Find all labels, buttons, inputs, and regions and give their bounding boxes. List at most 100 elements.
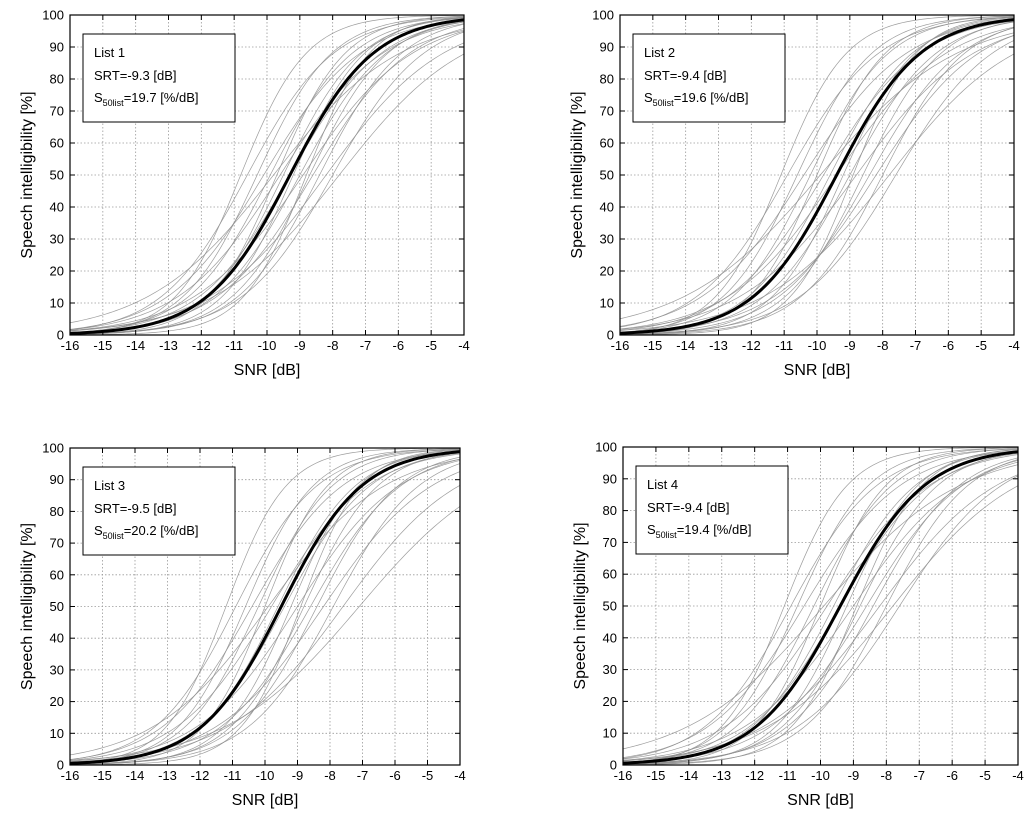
y-tick-label: 80 [600, 72, 614, 87]
y-tick-label: 20 [603, 694, 617, 709]
x-tick-label: -11 [775, 338, 793, 353]
y-tick-label: 0 [607, 328, 614, 343]
y-tick-label: 20 [600, 264, 614, 279]
chart-panel-list-3: -16 -15 -14 -13 -12 -11 -10 -9 -8 -7 -6 -5 -4 0 10 20 30… [0, 430, 520, 821]
mean-curve [69, 450, 461, 765]
x-tick-label: -14 [126, 768, 145, 783]
x-tick-label: -8 [324, 768, 336, 783]
x-tick-label: -15 [93, 338, 112, 353]
x-tick-label: -6 [943, 338, 955, 353]
x-tick-label: -13 [712, 768, 731, 783]
y-tick-label: 50 [600, 168, 614, 183]
individual-curve [622, 448, 1019, 759]
legend-srt: SRT=-9.4 [dB] [644, 68, 727, 83]
x-tick-label: -16 [614, 768, 633, 783]
x-tick-label: -10 [811, 768, 830, 783]
y-tick-label: 20 [50, 694, 64, 709]
individual-curve [69, 21, 465, 333]
legend-slope: S50list=19.4 [%/dB] [647, 522, 752, 540]
y-tick-label: 10 [50, 726, 64, 741]
legend-box [82, 466, 236, 556]
x-tick-label: -16 [61, 768, 80, 783]
x-tick-label: -9 [292, 768, 304, 783]
x-tick-label: -4 [458, 338, 470, 353]
chart-panel-list-4: -16 -15 -14 -13 -12 -11 -10 -9 -8 -7 -6 -5 -4 0 10 20 30… [560, 430, 1030, 821]
x-tick-label: -6 [946, 768, 958, 783]
y-axis-title: Speech intelligibility [%] [19, 523, 36, 690]
x-tick-label: -4 [454, 768, 466, 783]
y-tick-label: 30 [600, 232, 614, 247]
y-tick-label: 80 [50, 72, 64, 87]
x-tick-label: -13 [159, 338, 178, 353]
x-axis-title: SNR [dB] [234, 362, 301, 379]
x-tick-label: -12 [745, 768, 764, 783]
x-tick-label: -16 [61, 338, 80, 353]
x-tick-label: -5 [422, 768, 434, 783]
x-tick-label: -8 [881, 768, 893, 783]
individual-curve [69, 16, 465, 331]
mean-curve [619, 18, 1015, 335]
y-tick-label: 30 [603, 662, 617, 677]
x-tick-label: -10 [256, 768, 275, 783]
individual-curve [69, 23, 465, 331]
legend-srt: SRT=-9.5 [dB] [94, 501, 177, 516]
individual-curve [69, 506, 461, 761]
legend-title: List 4 [647, 477, 678, 492]
individual-curve [622, 475, 1019, 764]
individual-curve [69, 458, 461, 764]
legend: List 3 SRT=-9.5 [dB] S50list=20.2 [%/dB] [82, 466, 236, 556]
y-tick-label: 70 [600, 104, 614, 119]
individual-curve [69, 17, 465, 333]
x-tick-label: -8 [327, 338, 339, 353]
x-tick-label: -12 [192, 338, 211, 353]
y-tick-label: 80 [50, 504, 64, 519]
individual-curve [619, 19, 1015, 327]
y-tick-label: 70 [50, 536, 64, 551]
y-tick-label: 100 [42, 441, 64, 456]
y-tick-label: 40 [603, 630, 617, 645]
chart-svg: -16 -15 -14 -13 -12 -11 -10 -9 -8 -7 -6 -5 -4 0 10 20 30… [19, 441, 466, 810]
y-tick-label: 30 [50, 232, 64, 247]
y-axis-title: Speech intelligibility [%] [572, 522, 589, 689]
x-tick-label: -16 [611, 338, 630, 353]
x-tick-label: -6 [393, 338, 405, 353]
y-tick-label: 70 [603, 535, 617, 550]
x-tick-label: -4 [1012, 768, 1024, 783]
legend: List 4 SRT=-9.4 [dB] S50list=19.4 [%/dB] [635, 465, 789, 555]
individual-curve [69, 29, 465, 324]
y-tick-label: 50 [50, 599, 64, 614]
legend-srt: SRT=-9.3 [dB] [94, 68, 177, 83]
y-tick-label: 90 [50, 40, 64, 55]
x-tick-label: -14 [126, 338, 145, 353]
individual-curve [619, 16, 1015, 333]
legend-srt: SRT=-9.4 [dB] [647, 500, 730, 515]
y-tick-label: 100 [592, 8, 614, 23]
y-tick-label: 100 [42, 8, 64, 23]
y-tick-label: 20 [50, 264, 64, 279]
x-tick-label: -5 [975, 338, 987, 353]
x-tick-label: -4 [1008, 338, 1020, 353]
individual-curve [69, 448, 461, 761]
individual-curve [622, 448, 1019, 763]
y-tick-label: 90 [600, 40, 614, 55]
chart-svg: -16 -15 -14 -13 -12 -11 -10 -9 -8 -7 -6 -5 -4 0 10 20 30… [572, 440, 1024, 810]
x-tick-label: -8 [877, 338, 889, 353]
x-tick-label: -6 [389, 768, 401, 783]
mean-curve [69, 18, 465, 335]
individual-curve [69, 15, 465, 335]
x-tick-label: -14 [676, 338, 695, 353]
y-tick-label: 0 [57, 758, 64, 773]
chart-panel-list-2: -16 -15 -14 -13 -12 -11 -10 -9 -8 -7 -6 -5 -4 0 10 20 30… [560, 0, 1030, 410]
chart-panel-list-1: -16 -15 -14 -13 -12 -11 -10 -9 -8 -7 -6 -5 -4 0 10 20 30… [0, 0, 520, 410]
chart-svg: -16 -15 -14 -13 -12 -11 -10 -9 -8 -7 -6 -5 -4 0 10 20 30… [19, 8, 470, 380]
x-tick-label: -10 [808, 338, 827, 353]
y-tick-label: 10 [600, 296, 614, 311]
y-tick-label: 70 [50, 104, 64, 119]
chart-svg: -16 -15 -14 -13 -12 -11 -10 -9 -8 -7 -6 -5 -4 0 10 20 30… [569, 8, 1020, 380]
x-tick-label: -12 [742, 338, 761, 353]
y-tick-label: 10 [50, 296, 64, 311]
individual-curve [619, 26, 1015, 330]
individual-curve [619, 15, 1015, 333]
y-tick-label: 80 [603, 503, 617, 518]
x-tick-label: -9 [294, 338, 306, 353]
